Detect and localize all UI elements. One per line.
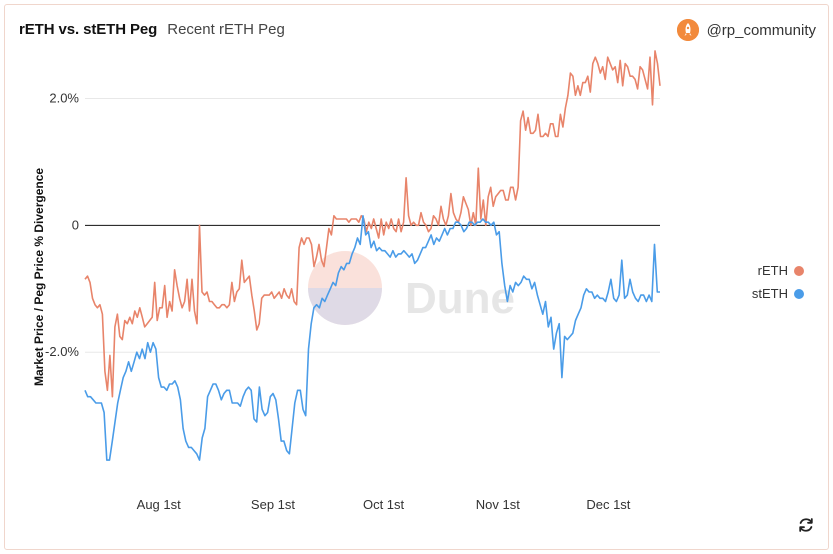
author-name: @rp_community — [706, 21, 816, 39]
legend-item-reth[interactable]: rETH — [758, 263, 804, 278]
series-layer — [84, 50, 661, 461]
chart-legend: rETH stETH — [752, 263, 804, 301]
legend-dot-reth — [794, 265, 804, 276]
x-tick-label: Aug 1st — [137, 497, 181, 512]
y-axis-label: Market Price / Peg Price % Divergence — [32, 168, 46, 386]
author-link[interactable]: @rp_community — [676, 19, 816, 41]
refresh-icon — [799, 518, 813, 532]
line-chart: Dune 2.0% 0 -2.0% Aug 1st Sep 1st Oct 1st Nov … — [32, 50, 661, 512]
chart-card: rETH vs. stETH Peg Recent rETH Peg @rp_c… — [4, 4, 829, 550]
x-tick-label: Sep 1st — [251, 497, 295, 512]
legend-item-steth[interactable]: stETH — [752, 286, 804, 301]
legend-label-steth: stETH — [751, 286, 788, 301]
chart-title: rETH vs. stETH Peg — [19, 21, 158, 38]
legend-dot-steth — [794, 288, 804, 299]
x-tick-label: Nov 1st — [476, 497, 520, 512]
series-line-reth[interactable] — [84, 50, 661, 398]
axis-layer: 2.0% 0 -2.0% Aug 1st Sep 1st Oct 1st Nov 1st De… — [45, 90, 631, 512]
x-tick-label: Oct 1st — [363, 497, 405, 512]
y-tick-label: 0 — [72, 217, 79, 232]
rocket-avatar-icon — [676, 19, 699, 41]
chart-header: rETH vs. stETH Peg Recent rETH Peg — [19, 21, 285, 38]
y-tick-label: 2.0% — [49, 90, 79, 105]
legend-label-reth: rETH — [757, 263, 788, 278]
dune-logo-icon — [308, 251, 382, 325]
refresh-button[interactable] — [796, 515, 816, 535]
dune-watermark: Dune — [405, 274, 515, 323]
y-tick-label: -2.0% — [45, 344, 79, 359]
series-line-steth[interactable] — [84, 215, 660, 461]
x-tick-label: Dec 1st — [586, 497, 630, 512]
chart-subtitle: Recent rETH Peg — [167, 21, 285, 38]
